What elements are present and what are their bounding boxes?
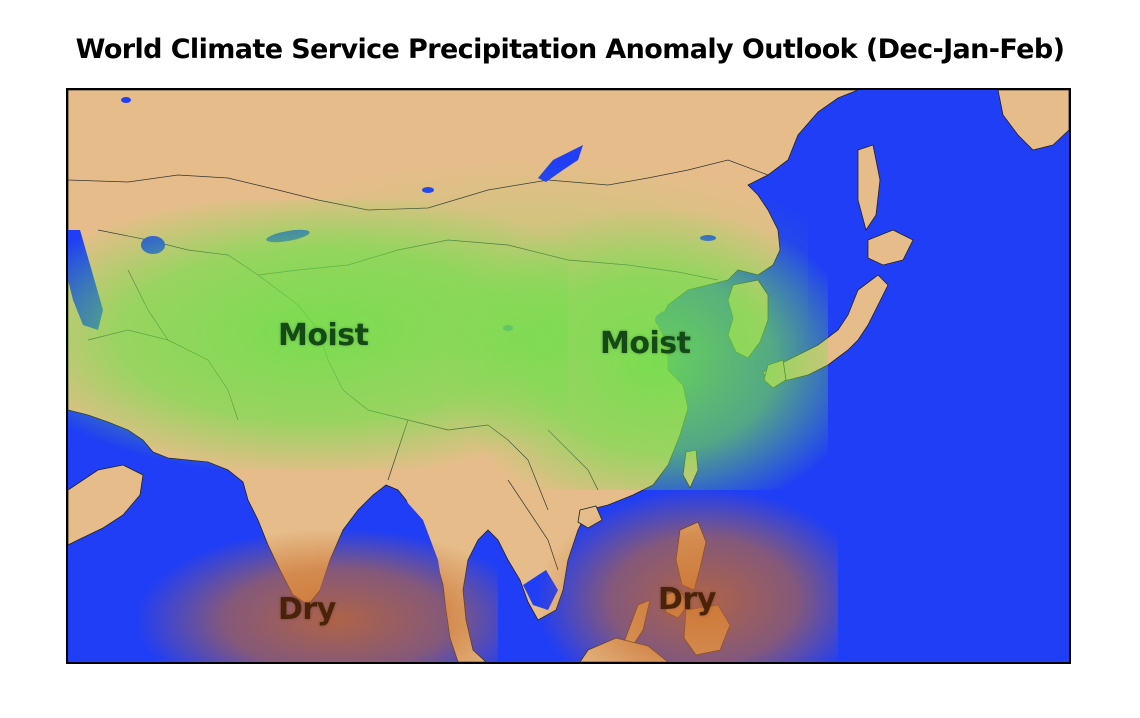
map-frame: Moist Moist Dry Dry: [66, 88, 1071, 664]
map-title: World Climate Service Precipitation Anom…: [75, 34, 1065, 65]
label-moist-east: Moist: [600, 326, 691, 361]
label-dry-philippines: Dry: [658, 582, 716, 617]
land-hokkaido: [867, 229, 914, 266]
map-svg: [68, 90, 1069, 662]
land-sakhalin: [857, 144, 881, 231]
label-dry-india: Dry: [278, 592, 336, 627]
land-kamchatka: [997, 90, 1069, 151]
label-moist-west: Moist: [278, 318, 369, 353]
